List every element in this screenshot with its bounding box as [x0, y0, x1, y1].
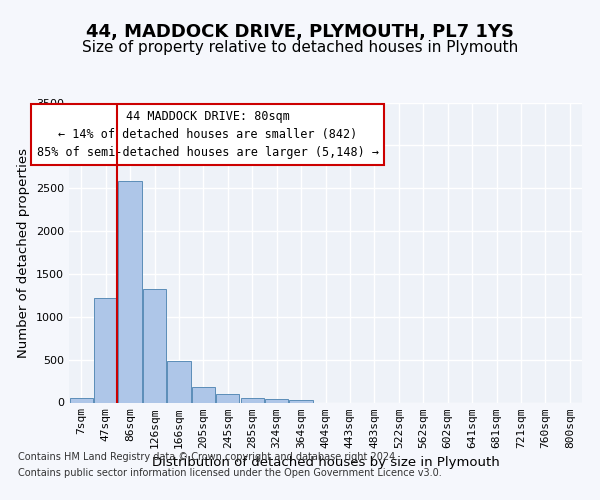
Text: Size of property relative to detached houses in Plymouth: Size of property relative to detached ho…: [82, 40, 518, 55]
Text: Contains HM Land Registry data © Crown copyright and database right 2024.: Contains HM Land Registry data © Crown c…: [18, 452, 398, 462]
Bar: [216, 394, 239, 402]
Y-axis label: Number of detached properties: Number of detached properties: [17, 148, 31, 358]
Bar: [265, 399, 288, 402]
Bar: [143, 288, 166, 403]
Bar: [289, 400, 313, 402]
Bar: [167, 360, 191, 403]
Text: 44, MADDOCK DRIVE, PLYMOUTH, PL7 1YS: 44, MADDOCK DRIVE, PLYMOUTH, PL7 1YS: [86, 24, 514, 42]
Bar: [94, 298, 117, 403]
Bar: [118, 182, 142, 402]
Bar: [241, 398, 264, 402]
Bar: [192, 386, 215, 402]
Text: Contains public sector information licensed under the Open Government Licence v3: Contains public sector information licen…: [18, 468, 442, 477]
X-axis label: Distribution of detached houses by size in Plymouth: Distribution of detached houses by size …: [152, 456, 499, 469]
Text: 44 MADDOCK DRIVE: 80sqm
← 14% of detached houses are smaller (842)
85% of semi-d: 44 MADDOCK DRIVE: 80sqm ← 14% of detache…: [37, 110, 379, 159]
Bar: [70, 398, 93, 402]
